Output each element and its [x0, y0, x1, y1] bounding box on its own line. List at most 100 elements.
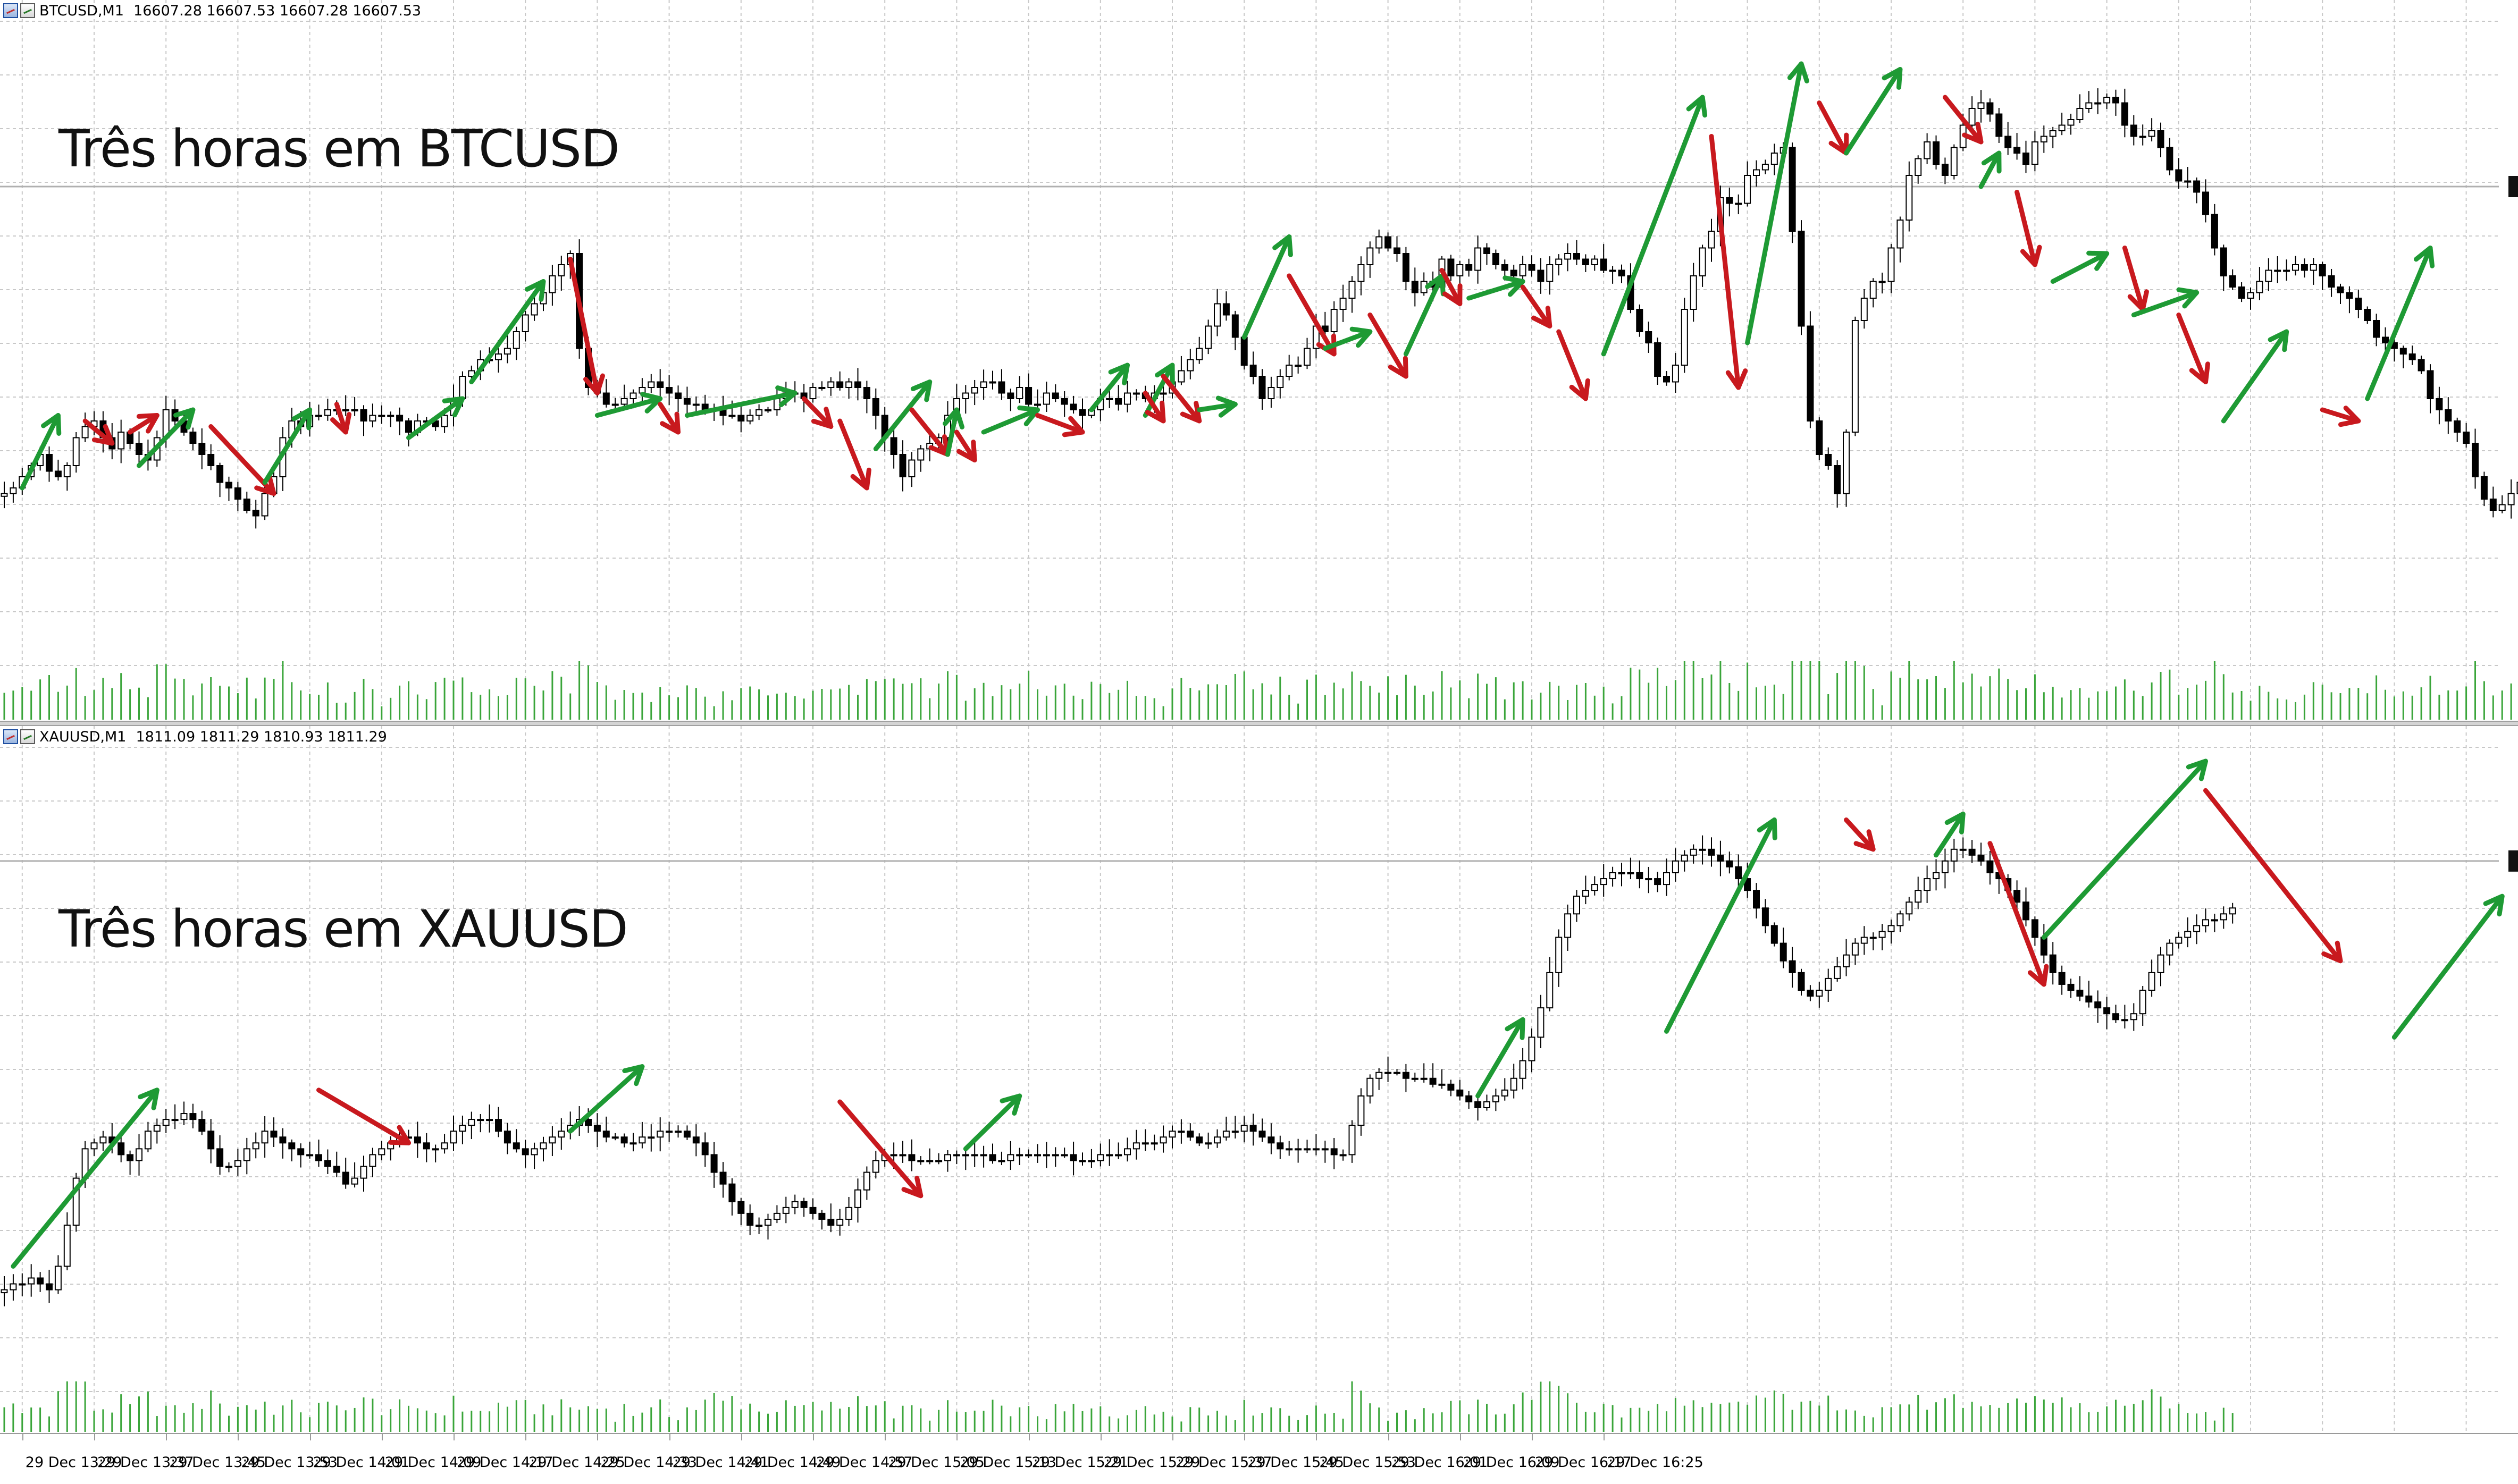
time-tick-label: 29 Dec 14:33: [600, 1454, 697, 1471]
up-trend-arrow: [1197, 395, 1238, 418]
up-trend-arrow: [1322, 326, 1373, 351]
candle-body: [171, 1119, 179, 1122]
candle-body: [737, 1201, 745, 1214]
candle-body: [1295, 1148, 1302, 1151]
candle-body: [998, 1160, 1005, 1162]
candle-body: [1924, 878, 1931, 891]
candle-body: [1, 493, 8, 497]
candle-body: [2031, 919, 2038, 938]
candle-body: [1546, 264, 1554, 282]
candle-body: [630, 1142, 637, 1145]
candle-body: [1231, 1131, 1239, 1133]
trend-arrows: [20, 61, 2435, 496]
candle-body: [441, 415, 448, 427]
xauusd-chart-window[interactable]: XAUUSD,M1 1811.09 1811.29 1810.93 1811.2…: [0, 726, 2518, 1433]
candle-body: [1178, 1131, 1185, 1133]
candle-body: [926, 1160, 934, 1162]
candle-body: [136, 1148, 142, 1161]
candle-body: [2265, 269, 2272, 282]
candle-body: [198, 1119, 206, 1132]
candle-body: [962, 1154, 969, 1157]
candle-body: [1950, 848, 1958, 862]
candle-body: [1402, 1072, 1409, 1079]
candle-body: [531, 303, 538, 316]
candle-body: [162, 1119, 170, 1126]
candle-body: [2184, 931, 2192, 938]
candle-body: [1132, 1142, 1140, 1150]
candle-body: [2085, 996, 2093, 1003]
candle-body: [620, 398, 628, 405]
candle-body: [648, 1136, 655, 1139]
time-tick-label: 29 Dec 16:01: [1391, 1454, 1488, 1471]
candle-body: [2283, 269, 2290, 272]
candle-body: [1600, 258, 1607, 271]
time-tick-mark: [597, 1433, 599, 1440]
chart-type-icon[interactable]: [20, 3, 35, 18]
candle-body: [611, 403, 619, 406]
candle-body: [1043, 1154, 1050, 1157]
chart-type-icon[interactable]: [20, 729, 35, 744]
candle-body: [288, 1142, 296, 1150]
candle-body: [1456, 1089, 1464, 1097]
up-trend-arrow: [873, 380, 933, 451]
candle-body: [2049, 130, 2057, 137]
candle-body: [369, 415, 376, 421]
chart-window-icon[interactable]: [3, 729, 18, 744]
candle-body: [1995, 113, 2003, 137]
candle-body: [2166, 147, 2173, 171]
candle-body: [657, 381, 664, 388]
up-trend-arrow: [1934, 812, 1966, 858]
candle-body: [1061, 398, 1068, 405]
candle-body: [1636, 309, 1643, 332]
candle-body: [549, 1136, 556, 1144]
candle-body: [1411, 1077, 1419, 1080]
candle-body: [1160, 1136, 1167, 1144]
candle-body: [666, 387, 673, 394]
candle-body: [845, 1207, 853, 1220]
time-tick-mark: [1388, 1433, 1389, 1440]
candle-body: [306, 1154, 314, 1157]
candle-body: [1869, 937, 1877, 939]
candle-body: [872, 1160, 879, 1173]
candle-body: [675, 392, 682, 399]
candle-body: [1878, 931, 1886, 938]
candle-body: [1339, 298, 1347, 310]
candle-body: [1761, 907, 1769, 926]
candle-body: [1348, 281, 1356, 299]
candle-body: [1869, 281, 1877, 299]
candle-body: [1977, 102, 1985, 109]
btcusd-overlay-title: Três horas em BTCUSD: [58, 119, 620, 179]
candle-body: [1016, 387, 1023, 399]
window-separator[interactable]: [0, 721, 2518, 726]
candle-body: [620, 1136, 628, 1144]
time-tick-label: 29 Dec 15:45: [1247, 1454, 1344, 1471]
down-trend-arrow: [1035, 413, 1085, 437]
candle-body: [1465, 1095, 1473, 1102]
down-trend-arrow: [2203, 788, 2343, 964]
up-trend-arrow: [2221, 329, 2289, 424]
candle-body: [1807, 325, 1814, 421]
candle-body: [1079, 409, 1086, 416]
candle-body: [2247, 292, 2254, 299]
candle-body: [2049, 954, 2057, 973]
candle-body: [2507, 493, 2515, 505]
down-trend-arrow: [1817, 100, 1849, 156]
candle-body: [1268, 387, 1275, 399]
xauusd-chart-canvas[interactable]: [0, 726, 2518, 1433]
btcusd-chart-window[interactable]: BTCUSD,M1 16607.28 16607.53 16607.28 166…: [0, 0, 2518, 721]
candle-body: [944, 1154, 951, 1161]
candle-body: [2418, 359, 2425, 372]
up-trend-arrow: [469, 279, 546, 384]
candle-body: [773, 1212, 780, 1220]
candle-body: [189, 432, 197, 444]
candle-body: [1770, 153, 1778, 165]
candle-body: [2067, 983, 2075, 991]
btcusd-chart-canvas[interactable]: [0, 0, 2518, 721]
candle-body: [1537, 269, 1545, 282]
candle-body: [1178, 370, 1185, 383]
candle-body: [153, 1125, 161, 1132]
candle-body: [1519, 1060, 1526, 1079]
candle-body: [315, 415, 322, 417]
candle-body: [1124, 392, 1131, 405]
chart-window-icon[interactable]: [3, 3, 18, 18]
